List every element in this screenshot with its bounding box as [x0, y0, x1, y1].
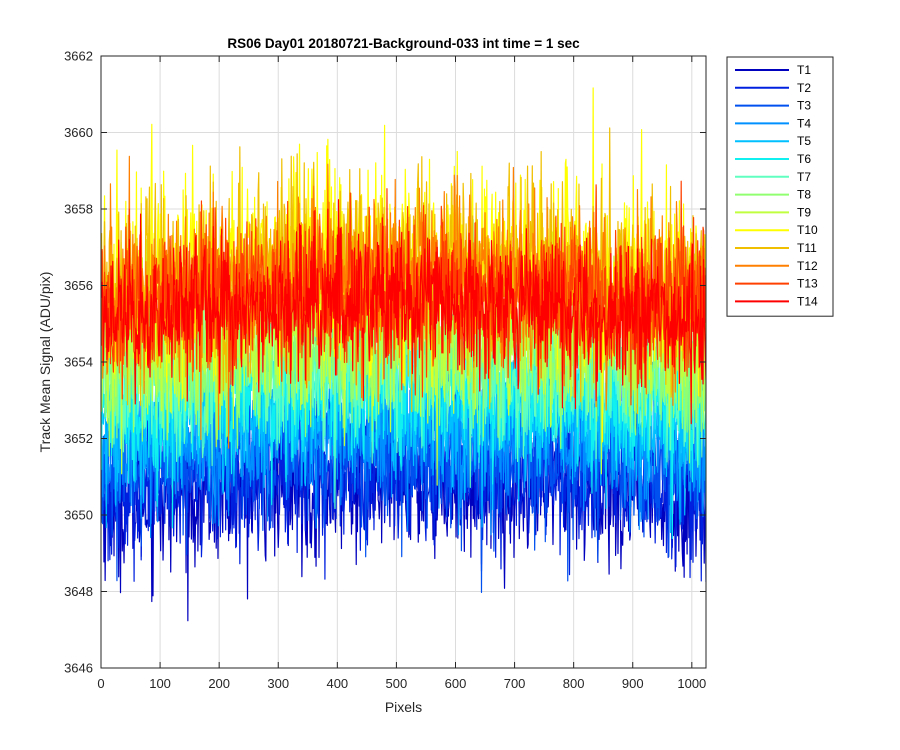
x-tick-label: 200: [208, 676, 230, 691]
y-tick-label: 3654: [64, 355, 93, 370]
legend-label-t7: T7: [797, 170, 811, 184]
y-tick-label: 3658: [64, 202, 93, 217]
series-line-t14: [101, 199, 706, 425]
x-tick-label: 1000: [677, 676, 706, 691]
legend-label-t8: T8: [797, 188, 811, 202]
y-tick-label: 3652: [64, 431, 93, 446]
x-tick-label: 100: [149, 676, 171, 691]
y-tick-label: 3646: [64, 661, 93, 676]
legend-label-t3: T3: [797, 99, 811, 113]
axes: [100, 55, 707, 669]
x-tick-label: 600: [445, 676, 467, 691]
legend-label-t2: T2: [797, 81, 811, 95]
series-layer: [101, 87, 706, 622]
legend-label-t14: T14: [797, 294, 818, 308]
x-tick-label: 300: [267, 676, 289, 691]
x-tick-label: 700: [504, 676, 526, 691]
legend-label-t4: T4: [797, 116, 811, 130]
legend-label-t12: T12: [797, 259, 818, 273]
chart-title: RS06 Day01 20180721-Background-033 int t…: [227, 36, 580, 51]
legend-label-t10: T10: [797, 223, 818, 237]
y-tick-label: 3648: [64, 584, 93, 599]
y-axis-label: Track Mean Signal (ADU/pix): [37, 272, 53, 453]
x-tick-label: 0: [97, 676, 104, 691]
legend-label-t13: T13: [797, 277, 818, 291]
legend-label-t11: T11: [797, 241, 817, 255]
legend-box: [726, 56, 834, 317]
legend-label-t9: T9: [797, 205, 811, 219]
legend-label-t1: T1: [797, 63, 811, 77]
y-tick-label: 3656: [64, 278, 93, 293]
x-axis-label: Pixels: [385, 699, 422, 715]
y-tick-label: 3662: [64, 49, 93, 64]
legend-label-t5: T5: [797, 134, 811, 148]
x-tick-label: 500: [386, 676, 408, 691]
y-tick-label: 3660: [64, 125, 93, 140]
x-tick-label: 800: [563, 676, 585, 691]
x-tick-label: 900: [622, 676, 644, 691]
legend: T1 T2 T3 T4 T5 T6 T7 T8 T9 T10 T11 T12 T13 T14: [726, 56, 834, 317]
x-tick-label: 400: [326, 676, 348, 691]
tick-labels: 0 100 200 300 400 500 600 700 800 900 1000 3646 3648…: [64, 49, 706, 692]
y-tick-label: 3650: [64, 508, 93, 523]
legend-label-t6: T6: [797, 152, 811, 166]
